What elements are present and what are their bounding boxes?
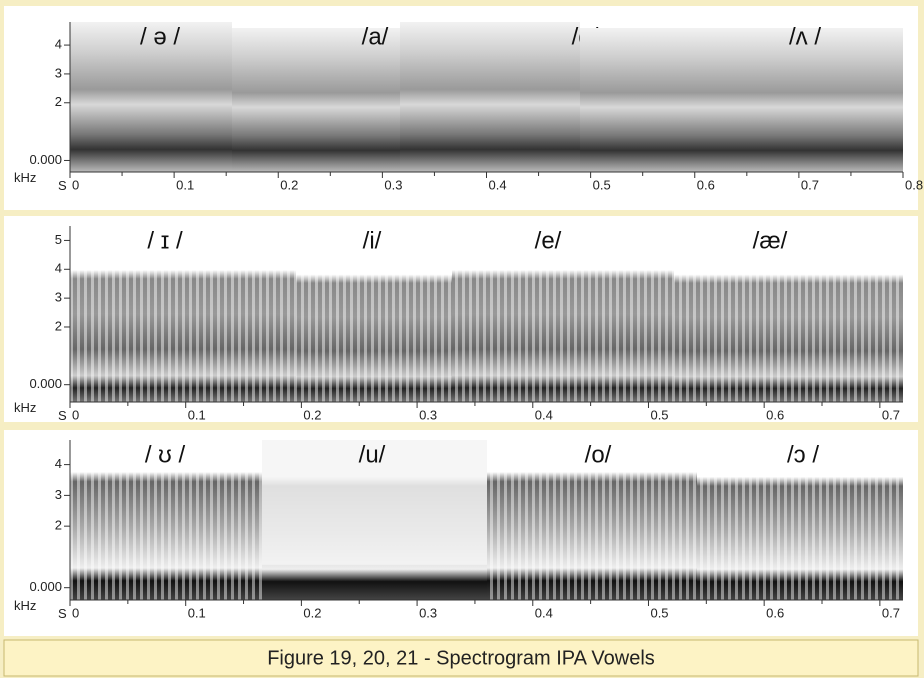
y-unit: kHz xyxy=(14,598,36,613)
x-tick-label: 0.7 xyxy=(882,605,900,620)
x-tick-label: 0.4 xyxy=(535,407,553,422)
vowel-label: /e/ xyxy=(535,227,562,254)
x-tick-label: 0.7 xyxy=(801,177,819,192)
y-tick-label: 4 xyxy=(55,456,62,471)
x-tick-label: 0.5 xyxy=(650,407,668,422)
vowel-label: / ʊ / xyxy=(145,441,186,468)
x-tick-label: 0.1 xyxy=(188,605,206,620)
vowel-label: / ɪ / xyxy=(147,227,183,254)
y-tick-label: 3 xyxy=(55,290,62,305)
x-tick-label: 0.2 xyxy=(280,177,298,192)
x-unit: S xyxy=(58,178,67,193)
striation xyxy=(674,232,903,402)
y-tick-label: 0.000 xyxy=(29,376,62,391)
x-tick-label: 0 xyxy=(72,605,79,620)
y-unit: kHz xyxy=(14,170,36,185)
y-tick-label: 3 xyxy=(55,487,62,502)
x-tick-label: 0.1 xyxy=(176,177,194,192)
vowel-label: /o/ xyxy=(585,441,612,468)
x-tick-label: 0.5 xyxy=(593,177,611,192)
x-tick-label: 0.3 xyxy=(419,605,437,620)
vowel-label: /i/ xyxy=(363,227,382,254)
vowel-label: /æ/ xyxy=(753,227,788,254)
spectrogram-segment xyxy=(400,22,580,172)
y-tick-label: 0.000 xyxy=(29,579,62,594)
spectrogram-segment xyxy=(580,28,903,172)
striation xyxy=(296,232,452,402)
striation xyxy=(697,446,903,600)
vowel-label: /ʌ / xyxy=(789,23,821,50)
x-tick-label: 0.2 xyxy=(303,407,321,422)
x-tick-label: 0 xyxy=(72,407,79,422)
y-tick-label: 2 xyxy=(55,518,62,533)
x-tick-label: 0.4 xyxy=(489,177,507,192)
x-tick-label: 0.6 xyxy=(766,605,784,620)
x-tick-label: 0.8 xyxy=(905,177,923,192)
caption: Figure 19, 20, 21 - Spectrogram IPA Vowe… xyxy=(267,647,655,669)
y-tick-label: 5 xyxy=(55,232,62,247)
x-tick-label: 0.4 xyxy=(535,605,553,620)
vowel-label: /a/ xyxy=(362,23,389,50)
x-tick-label: 0.6 xyxy=(766,407,784,422)
y-tick-label: 2 xyxy=(55,94,62,109)
x-tick-label: 0.6 xyxy=(697,177,715,192)
x-tick-label: 0 xyxy=(72,177,79,192)
x-tick-label: 0.3 xyxy=(419,407,437,422)
x-tick-label: 0.5 xyxy=(650,605,668,620)
y-tick-label: 4 xyxy=(55,261,62,276)
vowel-label: /ɔ / xyxy=(787,441,819,468)
x-tick-label: 0.7 xyxy=(882,407,900,422)
x-tick-label: 0.1 xyxy=(188,407,206,422)
x-tick-label: 0.2 xyxy=(303,605,321,620)
y-tick-label: 3 xyxy=(55,65,62,80)
y-tick-label: 2 xyxy=(55,318,62,333)
x-tick-label: 0.3 xyxy=(384,177,402,192)
y-tick-label: 0.000 xyxy=(29,152,62,167)
striation xyxy=(70,226,296,402)
figure: Figure 19, 20, 21 - Spectrogram IPA Vowe… xyxy=(0,0,924,678)
x-unit: S xyxy=(58,606,67,621)
x-unit: S xyxy=(58,408,67,423)
vowel-label: /u/ xyxy=(359,441,386,468)
y-unit: kHz xyxy=(14,400,36,415)
vowel-label: / ə / xyxy=(140,23,180,50)
plots: / ə //a//ɑ//ʌ /0.00023400.10.20.30.40.50… xyxy=(14,22,923,621)
striation xyxy=(452,226,674,402)
y-tick-label: 4 xyxy=(55,37,62,52)
